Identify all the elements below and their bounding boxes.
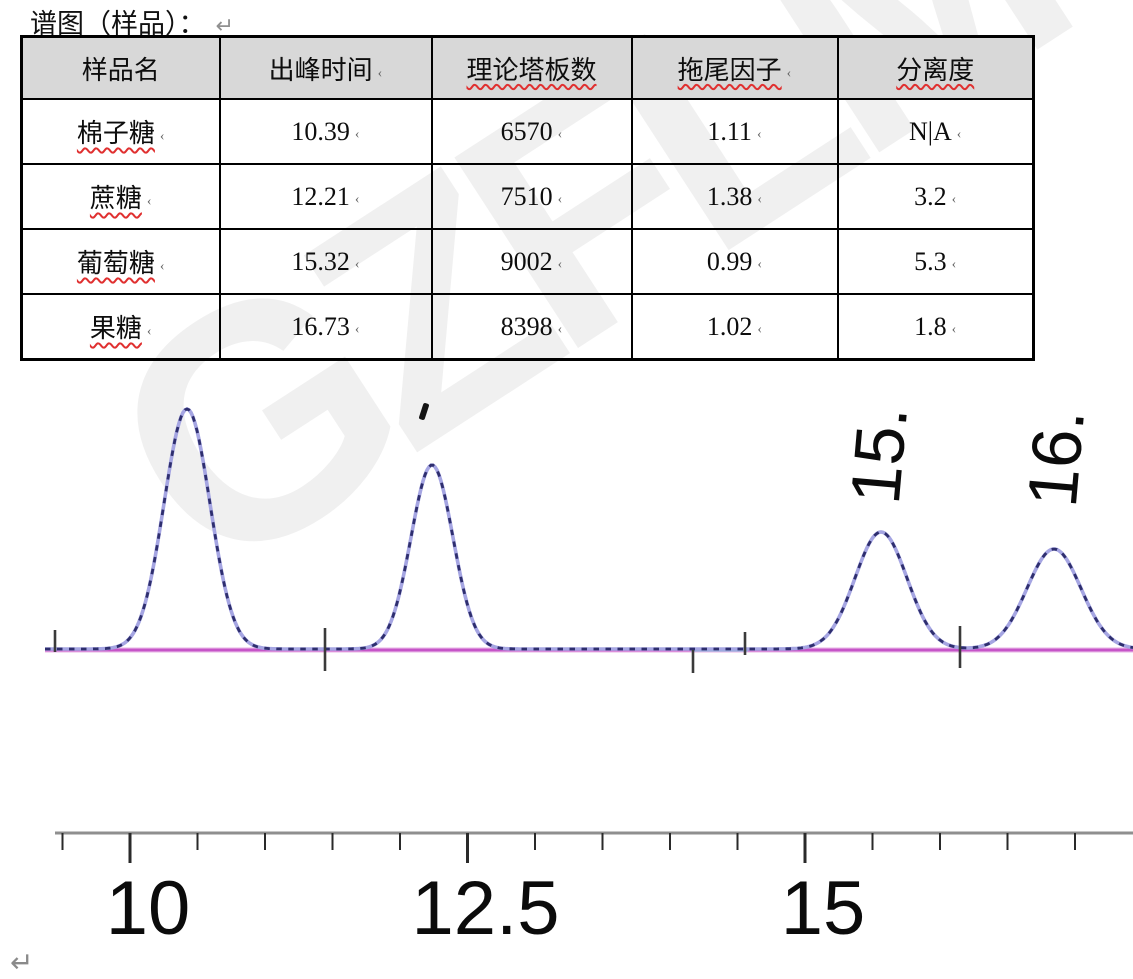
cell-end-mark: ‹	[951, 191, 957, 207]
cell-end-mark: ‹	[756, 126, 762, 142]
cell-end-mark: ‹	[159, 259, 165, 274]
cell-end-mark: ‹	[354, 256, 360, 272]
peak-retention-label: 15.	[835, 403, 923, 507]
cell-theoretical-plates: 6570 ‹	[430, 98, 633, 165]
clipped-peak-label-mark	[418, 402, 430, 421]
cell-end-mark: ‹	[557, 126, 563, 142]
table-row: 果糖 ‹ 16.73 ‹ 8398 ‹ 1.02 ‹ 1.8 ‹	[20, 293, 1035, 361]
table-row: 棉子糖 ‹ 10.39 ‹ 6570 ‹ 1.11 ‹ N|A ‹	[20, 98, 1035, 165]
cell-theoretical-plates: 9002 ‹	[430, 228, 633, 295]
integration-marks	[53, 626, 962, 673]
x-axis-label: 15	[780, 866, 866, 951]
cell-tailing-factor: 0.99 ‹	[630, 228, 839, 295]
cell-sample-name: 果糖 ‹	[20, 293, 221, 361]
cell-end-mark: ‹	[557, 256, 563, 272]
cell-resolution: 3.2 ‹	[836, 163, 1035, 230]
cell-tailing-factor: 1.02 ‹	[630, 293, 839, 361]
cell-end-mark: ‹	[951, 256, 957, 272]
cell-tailing-factor: 1.11 ‹	[630, 98, 839, 165]
cell-theoretical-plates: 7510 ‹	[430, 163, 633, 230]
sample-results-table: 样品名 出峰时间 ‹ 理论塔板数 拖尾因子 ‹ 分离度 棉子糖 ‹ 10.39 ‹ 65…	[20, 35, 1035, 361]
header-resolution: 分离度	[836, 35, 1035, 100]
cell-retention-time: 16.73 ‹	[218, 293, 433, 361]
paragraph-return-icon-bottom: ↵	[10, 946, 34, 979]
cell-end-mark: ‹	[377, 65, 383, 81]
cell-end-mark: ‹	[146, 324, 152, 339]
page-title-text: 谱图（样品）：	[30, 9, 206, 39]
cell-retention-time: 12.21 ‹	[218, 163, 433, 230]
cell-end-mark: ‹	[786, 65, 792, 81]
cell-end-mark: ‹	[146, 194, 152, 209]
cell-end-mark: ‹	[354, 191, 360, 207]
cell-end-mark: ‹	[354, 321, 360, 337]
header-theoretical-plates: 理论塔板数	[430, 35, 633, 100]
table-row: 蔗糖 ‹ 12.21 ‹ 7510 ‹ 1.38 ‹ 3.2 ‹	[20, 163, 1035, 230]
cell-sample-name: 葡萄糖 ‹	[20, 228, 221, 295]
cell-retention-time: 15.32 ‹	[218, 228, 433, 295]
header-tailing-factor: 拖尾因子 ‹	[630, 35, 839, 100]
page-title: 谱图（样品）： ↵	[30, 2, 234, 41]
table-row: 葡萄糖 ‹ 15.32 ‹ 9002 ‹ 0.99 ‹ 5.3 ‹	[20, 228, 1035, 295]
cell-resolution: 5.3 ‹	[836, 228, 1035, 295]
trace-curve-light	[45, 407, 1133, 651]
x-axis-label: 12.5	[411, 866, 560, 951]
cell-theoretical-plates: 8398 ‹	[430, 293, 633, 361]
cell-resolution: 1.8 ‹	[836, 293, 1035, 361]
cell-end-mark: ‹	[557, 321, 563, 337]
cell-end-mark: ‹	[757, 191, 763, 207]
cell-sample-name: 棉子糖 ‹	[20, 98, 221, 165]
table-header-row: 样品名 出峰时间 ‹ 理论塔板数 拖尾因子 ‹ 分离度	[20, 35, 1035, 100]
cell-end-mark: ‹	[951, 321, 957, 337]
x-axis-label: 10	[105, 866, 191, 951]
cell-end-mark: ‹	[159, 129, 165, 144]
cell-end-mark: ‹	[956, 126, 962, 142]
cell-end-mark: ‹	[757, 256, 763, 272]
cell-end-mark: ‹	[557, 191, 563, 207]
cell-end-mark: ‹	[354, 126, 360, 142]
header-sample-name: 样品名	[20, 35, 221, 100]
axis-ticks	[61, 833, 1076, 863]
peak-retention-label: 16.	[1012, 406, 1100, 510]
cell-end-mark: ‹	[757, 321, 763, 337]
cell-retention-time: 10.39 ‹	[218, 98, 433, 165]
cell-resolution: N|A ‹	[836, 98, 1035, 165]
cell-sample-name: 蔗糖 ‹	[20, 163, 221, 230]
paragraph-return-icon: ↵	[215, 14, 234, 39]
cell-tailing-factor: 1.38 ‹	[630, 163, 839, 230]
trace-curve-dash	[45, 407, 1133, 651]
header-retention-time: 出峰时间 ‹	[218, 35, 433, 100]
